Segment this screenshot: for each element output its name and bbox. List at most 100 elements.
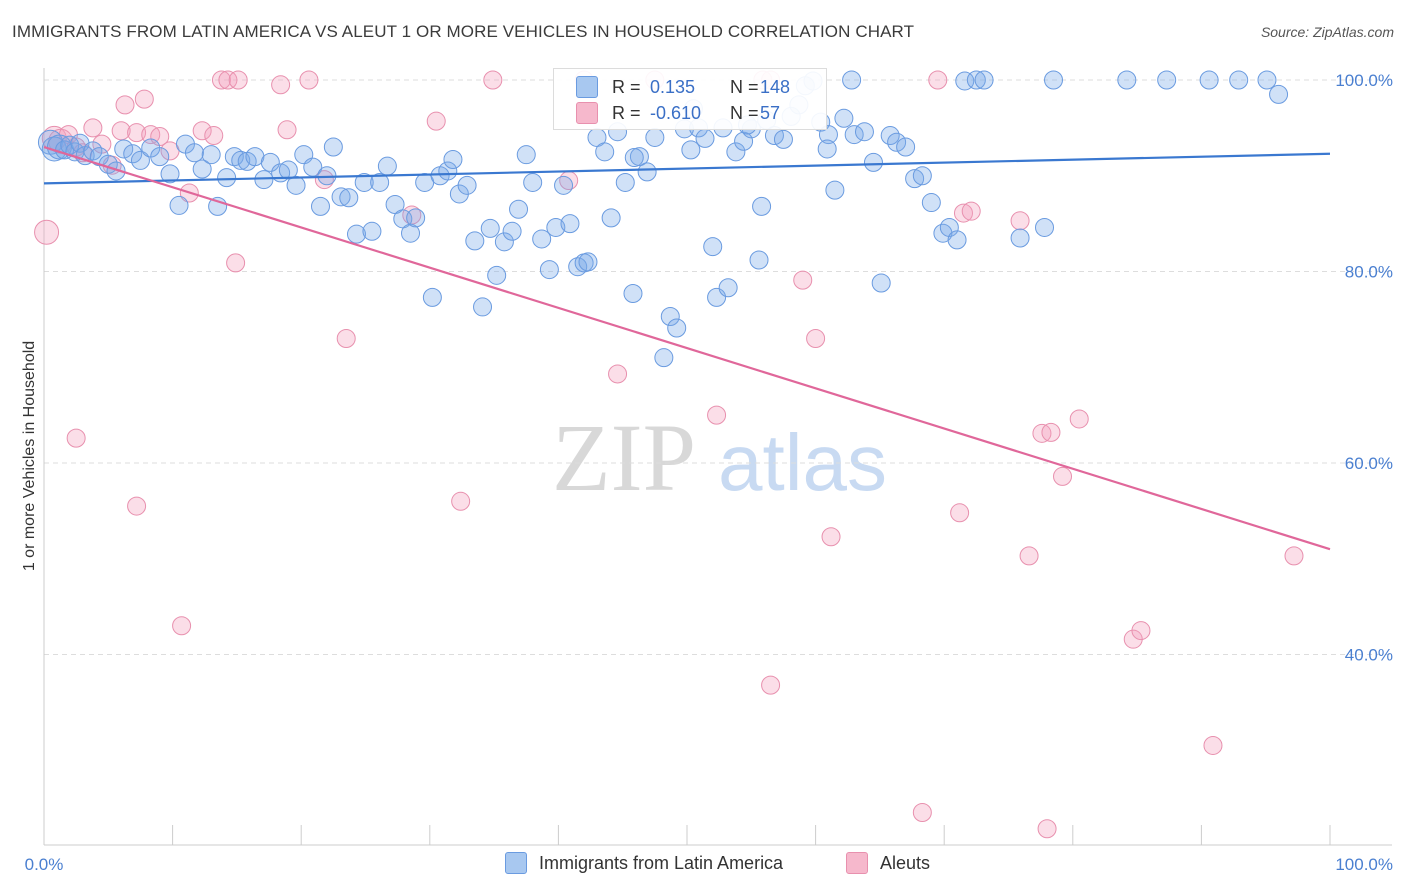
- aleuts-point: [299, 70, 319, 90]
- aleuts-point: [1069, 409, 1089, 429]
- legend-swatch-blue: [505, 852, 527, 874]
- latin-america-point: [1117, 70, 1137, 90]
- aleuts-point: [1010, 211, 1030, 231]
- latin-america-point: [1044, 70, 1064, 90]
- y-tick-label: 40.0%: [1345, 646, 1393, 665]
- aleuts-point: [211, 70, 231, 90]
- latin-america-point: [896, 137, 916, 157]
- aleuts-point: [172, 616, 192, 636]
- latin-america-trend-line: [43, 152, 1331, 185]
- latin-america-point: [726, 142, 746, 162]
- x-tick-label: 0.0%: [25, 855, 64, 874]
- aleuts-point: [336, 329, 356, 349]
- latin-america-point: [703, 237, 723, 257]
- latin-america-point: [905, 169, 925, 189]
- latin-america-point: [1199, 70, 1219, 90]
- latin-america-point: [422, 287, 442, 307]
- aleuts-point: [1019, 546, 1039, 566]
- latin-america-point: [494, 232, 514, 252]
- n-label: N =: [730, 76, 759, 97]
- aleuts-point: [761, 675, 781, 695]
- latin-america-point: [457, 175, 477, 195]
- trend-lines: [43, 145, 1331, 551]
- legend-swatch-pink: [576, 102, 598, 124]
- stats-legend: R = 0.135 N = 148 R = -0.610 N = 57: [553, 68, 827, 130]
- aleuts-point: [806, 329, 826, 349]
- legend-item-aleuts: Aleuts: [846, 852, 930, 874]
- latin-america-point: [260, 152, 280, 172]
- latin-america-point: [601, 208, 621, 228]
- aleuts-point: [204, 126, 224, 146]
- aleuts-point: [127, 496, 147, 516]
- aleuts-point: [83, 118, 103, 138]
- latin-america-point: [554, 175, 574, 195]
- latin-america-point: [231, 150, 251, 170]
- latin-america-point: [695, 128, 715, 148]
- latin-america-point: [106, 161, 126, 181]
- latin-america-point: [516, 145, 536, 165]
- latin-america-point: [1269, 84, 1289, 104]
- stats-row-latin-america: R = 0.135 N = 148: [576, 74, 790, 100]
- aleuts-point: [226, 253, 246, 273]
- latin-america-point: [595, 142, 615, 162]
- axes: [43, 68, 1392, 846]
- aleuts-point: [961, 201, 981, 221]
- aleuts-point: [218, 70, 238, 90]
- latin-america-point: [887, 132, 907, 152]
- aleuts-point: [271, 75, 291, 95]
- latin-america-point: [339, 188, 359, 208]
- latin-america-point: [377, 156, 397, 176]
- aleuts-point: [928, 70, 948, 90]
- latin-america-point: [578, 252, 598, 272]
- latin-america-point: [217, 168, 237, 188]
- latin-america-point: [523, 172, 543, 192]
- latin-america-point: [532, 229, 552, 249]
- aleuts-trend-line: [43, 145, 1331, 551]
- latin-america-point: [863, 152, 883, 172]
- aleuts-point: [34, 219, 60, 245]
- aleuts-point: [134, 89, 154, 109]
- legend-label: Immigrants from Latin America: [539, 852, 784, 873]
- latin-america-point: [842, 70, 862, 90]
- r-value: 0.135: [650, 76, 696, 97]
- n-value: 148: [760, 76, 791, 97]
- y-axis-label: 1 or more Vehicles in Household: [21, 341, 38, 571]
- latin-america-point: [539, 260, 559, 280]
- latin-america-point: [502, 221, 522, 241]
- latin-america-point: [401, 223, 421, 243]
- stats-row-aleuts: R = -0.610 N = 57: [576, 100, 780, 126]
- chart-title: IMMIGRANTS FROM LATIN AMERICA VS ALEUT 1…: [12, 22, 915, 41]
- legend-swatch-blue: [576, 76, 598, 98]
- latin-america-point: [1010, 228, 1030, 248]
- aleuts-point: [912, 802, 932, 822]
- latin-america-point: [169, 195, 189, 215]
- latin-america-point: [645, 127, 665, 147]
- latin-america-point: [947, 230, 967, 250]
- aleuts-point: [228, 70, 248, 90]
- latin-america-point: [871, 273, 891, 293]
- latin-america-point: [1035, 217, 1055, 237]
- series-legend: Immigrants from Latin America Aleuts: [0, 852, 1406, 878]
- latin-america-point: [681, 140, 701, 160]
- latin-america-point: [278, 160, 298, 180]
- latin-america-point: [465, 231, 485, 251]
- latin-america-point: [749, 250, 769, 270]
- aleuts-point: [953, 203, 973, 223]
- latin-america-point: [480, 218, 500, 238]
- latin-america-point: [825, 180, 845, 200]
- tick-labels: 40.0% 60.0% 80.0% 100.0% 0.0% 100.0%: [25, 71, 1393, 874]
- latin-america-point: [114, 139, 134, 159]
- latin-america-point: [323, 137, 343, 157]
- latin-america-point: [150, 147, 170, 167]
- aleuts-point: [111, 121, 131, 141]
- latin-america-point: [346, 224, 366, 244]
- r-value: -0.610: [650, 102, 702, 123]
- latin-america-point: [818, 125, 838, 145]
- latin-america-point: [817, 139, 837, 159]
- latin-america-point: [254, 170, 274, 190]
- latin-america-point: [192, 159, 212, 179]
- y-tick-label: 100.0%: [1335, 71, 1393, 90]
- aleuts-point: [707, 405, 727, 425]
- latin-america-point: [623, 284, 643, 304]
- latin-america-point: [1229, 70, 1249, 90]
